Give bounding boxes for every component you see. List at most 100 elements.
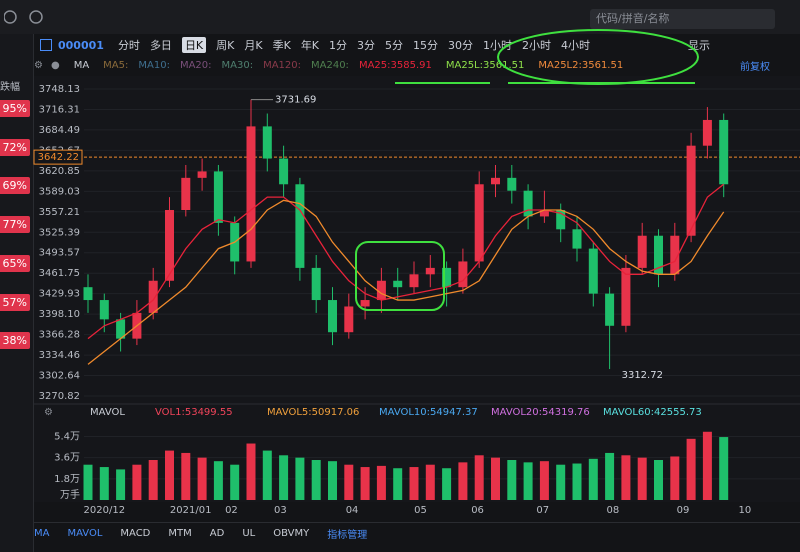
candle-body bbox=[702, 119, 712, 146]
period-tab[interactable]: 4小时 bbox=[561, 39, 591, 52]
y-tick-label: 3398.10 bbox=[39, 309, 80, 320]
volume-bar bbox=[376, 465, 386, 500]
period-tab[interactable]: 日K bbox=[181, 37, 207, 53]
period-tab[interactable]: 年K bbox=[300, 39, 320, 52]
indicator-row: ⚙ ● MA MA5: MA10: MA20: MA30: MA120: MA240: MA25:… bbox=[34, 57, 800, 74]
candle-body bbox=[83, 287, 93, 301]
candle-body bbox=[572, 229, 582, 249]
volume-bar bbox=[588, 458, 598, 500]
period-tab[interactable]: 季K bbox=[272, 39, 291, 52]
y-tick-label: 1.8万 bbox=[54, 474, 80, 485]
adjust-select[interactable]: 前复权 bbox=[740, 62, 770, 73]
change-badge[interactable]: 57% bbox=[0, 293, 30, 311]
period-tab[interactable]: 15分 bbox=[413, 39, 439, 52]
y-tick-label: 3334.46 bbox=[39, 350, 80, 361]
change-badge[interactable]: 72% bbox=[0, 138, 30, 156]
candle-body bbox=[507, 177, 517, 191]
period-tab[interactable]: 多日 bbox=[149, 39, 172, 52]
candle-body bbox=[409, 274, 419, 288]
indicator-tab[interactable]: UL bbox=[242, 527, 256, 539]
x-tick-label: 04 bbox=[346, 505, 359, 516]
period-tab[interactable]: 1小时 bbox=[483, 39, 513, 52]
change-badge[interactable]: 65% bbox=[0, 254, 30, 272]
y-tick-label: 3525.39 bbox=[39, 227, 80, 238]
x-tick-label: 07 bbox=[536, 505, 549, 516]
candle-body bbox=[458, 261, 468, 288]
ma-label: MA20: bbox=[179, 60, 212, 71]
volume-bar bbox=[99, 467, 109, 500]
candle-body bbox=[523, 190, 533, 217]
candle-body bbox=[116, 319, 126, 339]
legend-entry: MA25L:3561.51 bbox=[445, 60, 525, 71]
volume-bar bbox=[197, 457, 207, 500]
ma-line bbox=[87, 183, 725, 340]
candle-body bbox=[605, 293, 615, 326]
indicator-tab[interactable]: 指标管理 bbox=[327, 529, 368, 541]
change-badge[interactable]: 69% bbox=[0, 177, 30, 195]
volume-bar bbox=[279, 455, 289, 500]
ma-label: MA5: bbox=[103, 60, 129, 71]
y-tick-label: 3.6万 bbox=[54, 453, 80, 464]
change-badge[interactable]: 77% bbox=[0, 216, 30, 234]
search-box[interactable]: 代码/拼音/名称 bbox=[590, 9, 775, 29]
ma-label: MA10: bbox=[138, 60, 170, 71]
period-tab[interactable]: 30分 bbox=[448, 39, 474, 52]
high-annotation: 3731.69 bbox=[275, 95, 316, 106]
candle-body bbox=[670, 235, 680, 275]
indicator-tab[interactable]: AD bbox=[209, 527, 225, 539]
y-tick-label: 3366.28 bbox=[39, 330, 80, 341]
volume-bar bbox=[344, 464, 354, 500]
volume-bar bbox=[621, 455, 631, 500]
y-tick-label: 3684.49 bbox=[39, 125, 80, 136]
y-tick-label: 3461.75 bbox=[39, 268, 80, 279]
y-tick-label: 3589.03 bbox=[39, 186, 80, 197]
indicator-tab[interactable]: MAVOL bbox=[67, 527, 103, 539]
x-tick-label: 10 bbox=[739, 505, 752, 516]
volume-bar bbox=[507, 460, 517, 500]
y-tick-label: 3748.13 bbox=[39, 84, 80, 95]
candle-body bbox=[360, 300, 370, 307]
layout-icon bbox=[40, 39, 52, 51]
x-tick-label: 05 bbox=[414, 505, 427, 516]
volume-bar bbox=[132, 464, 142, 500]
candle-body bbox=[344, 306, 354, 333]
y-tick-label: 3302.64 bbox=[39, 371, 80, 382]
candle-body bbox=[148, 280, 158, 313]
ma-label: MA240: bbox=[311, 60, 349, 71]
candle-body bbox=[99, 300, 109, 320]
y-tick-label: 5.4万 bbox=[54, 431, 80, 442]
indicator-tab[interactable]: MA bbox=[34, 527, 50, 539]
indicator-tab[interactable]: MACD bbox=[120, 527, 151, 539]
volume-unit: 万手 bbox=[60, 488, 80, 501]
volume-bar bbox=[458, 462, 468, 500]
period-tab[interactable]: 分时 bbox=[117, 39, 140, 52]
volume-bar bbox=[605, 452, 615, 500]
period-tab[interactable]: 5分 bbox=[385, 39, 404, 52]
candle-body bbox=[328, 300, 337, 333]
change-badge[interactable]: 95% bbox=[0, 100, 30, 117]
period-tab[interactable]: 3分 bbox=[357, 39, 376, 52]
indicator-tab[interactable]: OBVMY bbox=[273, 527, 310, 539]
volume-bar bbox=[262, 450, 272, 500]
period-tab[interactable]: 周K bbox=[216, 39, 235, 52]
indicator-select[interactable]: MA bbox=[73, 60, 90, 71]
indicator-tab[interactable]: MTM bbox=[168, 527, 192, 539]
candle-body bbox=[246, 126, 256, 262]
y-tick-label: 3429.93 bbox=[39, 289, 80, 300]
volume-bar bbox=[654, 460, 663, 500]
change-badge[interactable]: 38% bbox=[0, 332, 30, 350]
stock-code[interactable]: 000001 bbox=[58, 38, 104, 52]
candle-body bbox=[621, 267, 631, 326]
period-tab[interactable]: 月K bbox=[244, 39, 263, 52]
period-tab[interactable]: 2小时 bbox=[522, 39, 552, 52]
candle-body bbox=[197, 171, 207, 178]
volume-bar bbox=[409, 467, 419, 500]
ma-label: MA30: bbox=[221, 60, 254, 71]
candle-body bbox=[637, 235, 647, 268]
candle-body bbox=[181, 177, 191, 211]
volume-bar bbox=[442, 468, 452, 500]
ma-line bbox=[87, 199, 725, 365]
period-tab[interactable]: 1分 bbox=[329, 39, 348, 52]
volume-bar bbox=[572, 463, 582, 500]
highlight-box bbox=[355, 241, 445, 311]
